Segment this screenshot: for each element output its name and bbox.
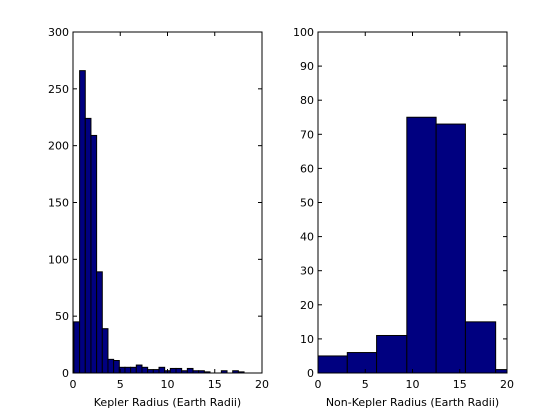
y-tick-label: 70 <box>300 128 314 141</box>
histogram-bar <box>406 116 437 374</box>
y-tick-label: 20 <box>300 299 314 312</box>
y-tick-label: 50 <box>55 310 69 323</box>
histogram-bar <box>376 334 408 374</box>
y-tick-label: 100 <box>48 253 69 266</box>
x-tick-label: 0 <box>315 378 322 391</box>
plot-area <box>73 32 262 373</box>
y-tick-label: 200 <box>48 140 69 153</box>
x-tick-label: 15 <box>453 378 467 391</box>
histogram-bar <box>186 367 194 374</box>
histogram-bar <box>107 358 115 374</box>
histogram-bar <box>135 364 143 374</box>
histogram-bar <box>158 366 166 374</box>
x-tick-label: 20 <box>500 378 514 391</box>
y-tick-label: 10 <box>300 333 314 346</box>
x-tick-label: 20 <box>255 378 269 391</box>
histogram-bar <box>79 70 86 374</box>
bars <box>317 116 508 374</box>
y-tick-label: 250 <box>48 83 69 96</box>
histogram-bar <box>317 355 348 374</box>
x-axis-label: Kepler Radius (Earth Radii) <box>94 396 241 409</box>
x-tick-label: 0 <box>70 378 77 391</box>
histogram-bar <box>175 367 183 374</box>
histogram-bar <box>464 321 497 374</box>
histogram-bar <box>435 123 466 374</box>
y-tick-label: 0 <box>307 367 314 380</box>
x-tick-label: 10 <box>406 378 420 391</box>
histogram-bar <box>124 366 132 374</box>
histogram-bar <box>346 352 378 374</box>
y-tick-label: 40 <box>300 231 314 244</box>
histogram-bar <box>96 271 103 374</box>
y-tick-label: 0 <box>62 367 69 380</box>
x-tick-label: 5 <box>362 378 369 391</box>
histogram-bar <box>147 369 154 374</box>
histogram-bar <box>152 369 160 374</box>
y-tick-label: 300 <box>48 26 69 39</box>
x-axis-label: Non-Kepler Radius (Earth Radii) <box>326 396 499 409</box>
chart-panel-2: 0 5 10 15 20 0 10 20 30 40 50 60 70 80 90 100 Non-Kepler… <box>293 26 514 409</box>
x-tick-label: 5 <box>117 378 124 391</box>
histogram-bar <box>90 134 98 374</box>
histogram-bar <box>141 366 149 374</box>
histogram-bar <box>113 360 120 374</box>
y-tick-label: 80 <box>300 94 314 107</box>
y-tick-label: 50 <box>300 197 314 210</box>
histogram-bar <box>495 369 508 374</box>
y-tick-label: 150 <box>48 197 69 210</box>
y-tick-label: 30 <box>300 265 314 278</box>
histogram-bar <box>101 328 109 374</box>
y-tick-label: 100 <box>293 26 314 39</box>
x-tick-label: 10 <box>161 378 175 391</box>
histogram-bar <box>169 367 177 374</box>
y-tick-label: 60 <box>300 162 314 175</box>
histogram-bar <box>84 117 92 374</box>
histogram-bar <box>73 321 81 374</box>
histogram-bar <box>130 366 137 374</box>
y-tick-label: 90 <box>300 60 314 73</box>
x-tick-label: 15 <box>208 378 222 391</box>
